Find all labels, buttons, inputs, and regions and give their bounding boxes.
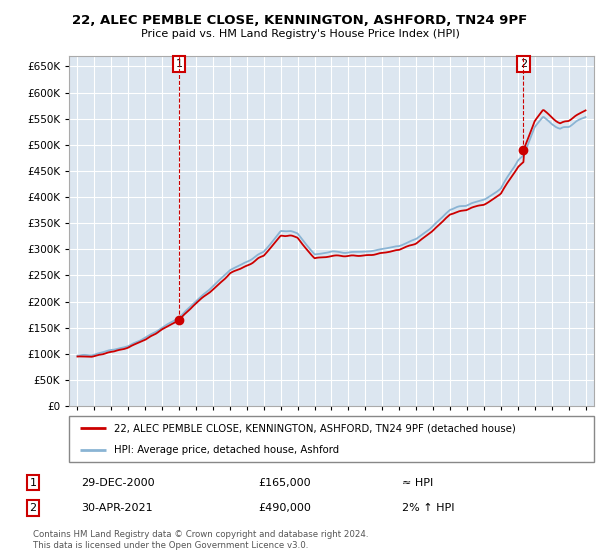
FancyBboxPatch shape — [69, 416, 594, 462]
Text: Price paid vs. HM Land Registry's House Price Index (HPI): Price paid vs. HM Land Registry's House … — [140, 29, 460, 39]
Text: HPI: Average price, detached house, Ashford: HPI: Average price, detached house, Ashf… — [113, 445, 339, 455]
Text: Contains HM Land Registry data © Crown copyright and database right 2024.
This d: Contains HM Land Registry data © Crown c… — [33, 530, 368, 550]
Text: 1: 1 — [29, 478, 37, 488]
Text: 1: 1 — [176, 59, 182, 69]
Text: 22, ALEC PEMBLE CLOSE, KENNINGTON, ASHFORD, TN24 9PF (detached house): 22, ALEC PEMBLE CLOSE, KENNINGTON, ASHFO… — [113, 423, 515, 433]
Text: 22, ALEC PEMBLE CLOSE, KENNINGTON, ASHFORD, TN24 9PF: 22, ALEC PEMBLE CLOSE, KENNINGTON, ASHFO… — [73, 14, 527, 27]
Text: 29-DEC-2000: 29-DEC-2000 — [81, 478, 155, 488]
Text: 2: 2 — [520, 59, 527, 69]
Text: 2: 2 — [29, 503, 37, 513]
Text: 2% ↑ HPI: 2% ↑ HPI — [402, 503, 455, 513]
Text: £165,000: £165,000 — [258, 478, 311, 488]
Text: £490,000: £490,000 — [258, 503, 311, 513]
Text: 30-APR-2021: 30-APR-2021 — [81, 503, 152, 513]
Text: ≈ HPI: ≈ HPI — [402, 478, 433, 488]
